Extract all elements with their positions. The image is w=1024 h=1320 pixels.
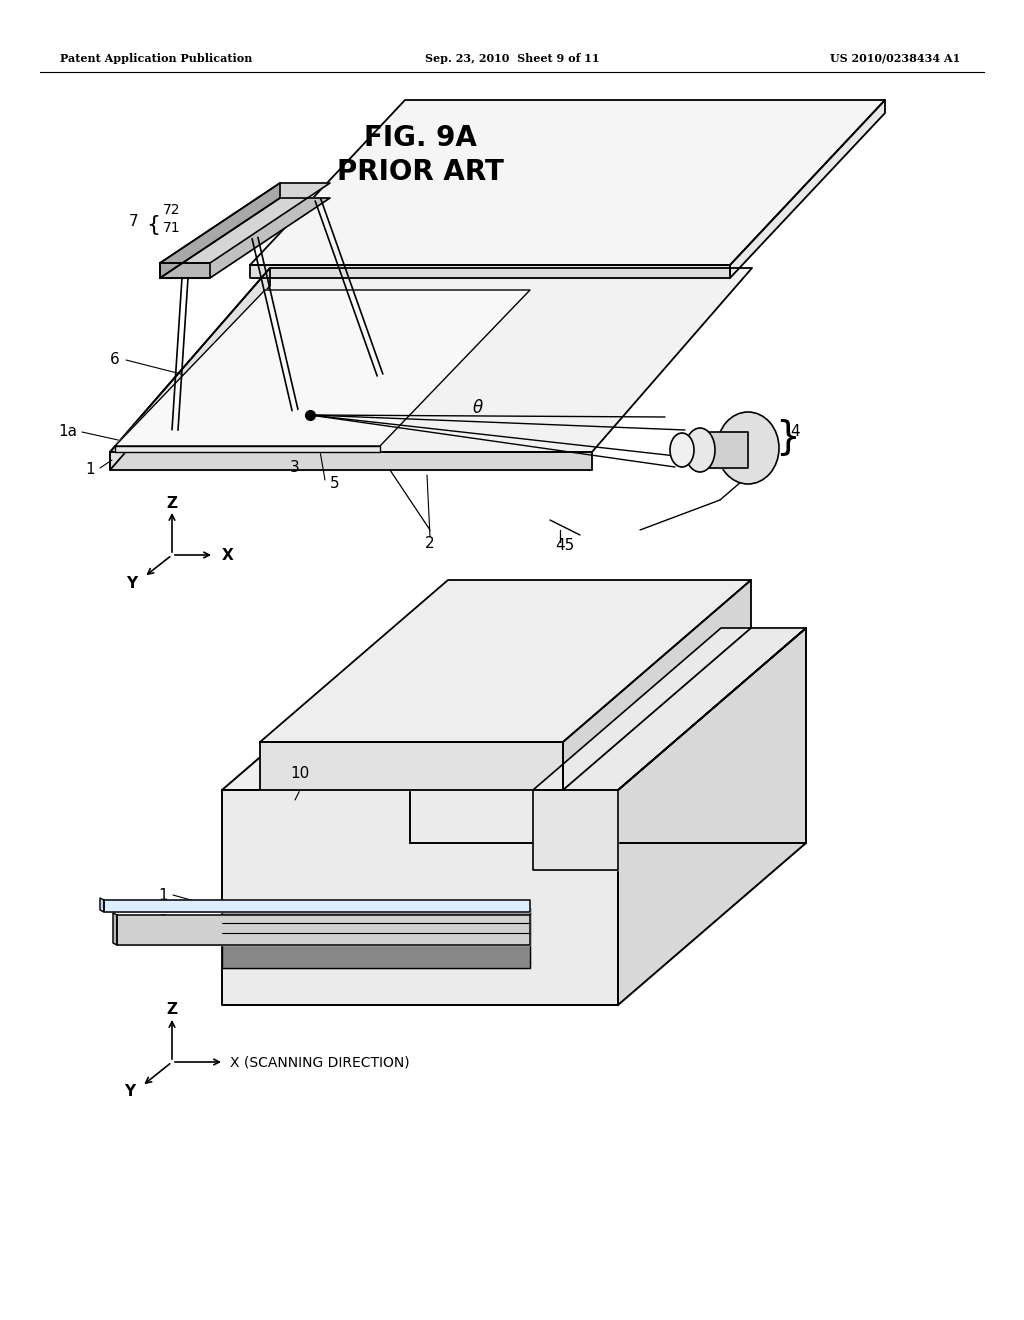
Text: Y: Y — [124, 1085, 135, 1100]
Polygon shape — [730, 100, 885, 279]
Polygon shape — [534, 628, 806, 789]
Text: 3: 3 — [290, 461, 300, 475]
Polygon shape — [100, 898, 104, 912]
Polygon shape — [115, 446, 380, 451]
Text: $\{$: $\{$ — [146, 213, 160, 238]
Text: 6: 6 — [111, 352, 120, 367]
Polygon shape — [110, 451, 592, 470]
Text: X (SCANNING DIRECTION): X (SCANNING DIRECTION) — [230, 1055, 410, 1069]
Text: 41: 41 — [738, 444, 756, 457]
Text: 45: 45 — [555, 537, 574, 553]
Polygon shape — [222, 908, 530, 968]
Polygon shape — [618, 628, 806, 1005]
Text: 5: 5 — [330, 477, 340, 491]
Text: X: X — [222, 548, 233, 562]
Text: Z: Z — [167, 1002, 177, 1016]
Text: 7: 7 — [128, 214, 138, 230]
Polygon shape — [110, 268, 270, 470]
Text: FIG. 9A: FIG. 9A — [364, 124, 476, 152]
Polygon shape — [563, 579, 751, 789]
Text: 1: 1 — [159, 887, 168, 903]
Text: 43: 43 — [738, 413, 756, 426]
Polygon shape — [115, 290, 530, 446]
Text: $\}$: $\}$ — [775, 417, 797, 458]
Polygon shape — [160, 183, 280, 279]
Polygon shape — [117, 915, 530, 945]
Text: $\theta$: $\theta$ — [472, 399, 484, 417]
Text: 1a: 1a — [58, 425, 77, 440]
Text: US 2010/0238434 A1: US 2010/0238434 A1 — [829, 53, 961, 63]
Text: FIG. 9B: FIG. 9B — [361, 696, 474, 723]
Polygon shape — [260, 579, 751, 742]
Polygon shape — [250, 100, 885, 265]
Polygon shape — [250, 265, 730, 279]
Text: 2: 2 — [425, 536, 435, 550]
Polygon shape — [222, 628, 806, 789]
Polygon shape — [160, 183, 330, 263]
Polygon shape — [110, 268, 752, 451]
Text: 72: 72 — [163, 203, 180, 216]
Text: Sep. 23, 2010  Sheet 9 of 11: Sep. 23, 2010 Sheet 9 of 11 — [425, 53, 599, 63]
Polygon shape — [104, 900, 530, 912]
Polygon shape — [160, 198, 330, 279]
Polygon shape — [618, 628, 806, 789]
Polygon shape — [113, 913, 117, 945]
Text: 42: 42 — [738, 428, 756, 442]
Text: Y: Y — [126, 576, 137, 590]
Polygon shape — [695, 432, 748, 469]
Text: PRIOR ART: PRIOR ART — [337, 158, 504, 186]
Text: 1: 1 — [85, 462, 95, 478]
Polygon shape — [260, 742, 563, 789]
Ellipse shape — [717, 412, 779, 484]
Text: 4: 4 — [790, 425, 800, 440]
Ellipse shape — [685, 428, 715, 473]
Text: 71: 71 — [163, 220, 180, 235]
Text: Patent Application Publication: Patent Application Publication — [60, 53, 252, 63]
Text: 10: 10 — [290, 766, 309, 780]
Polygon shape — [534, 789, 618, 870]
Polygon shape — [160, 263, 210, 279]
Text: 2: 2 — [159, 915, 168, 929]
Polygon shape — [222, 789, 618, 1005]
Text: Z: Z — [167, 495, 177, 511]
Text: PRIOR ART: PRIOR ART — [335, 731, 502, 759]
Ellipse shape — [670, 433, 694, 467]
